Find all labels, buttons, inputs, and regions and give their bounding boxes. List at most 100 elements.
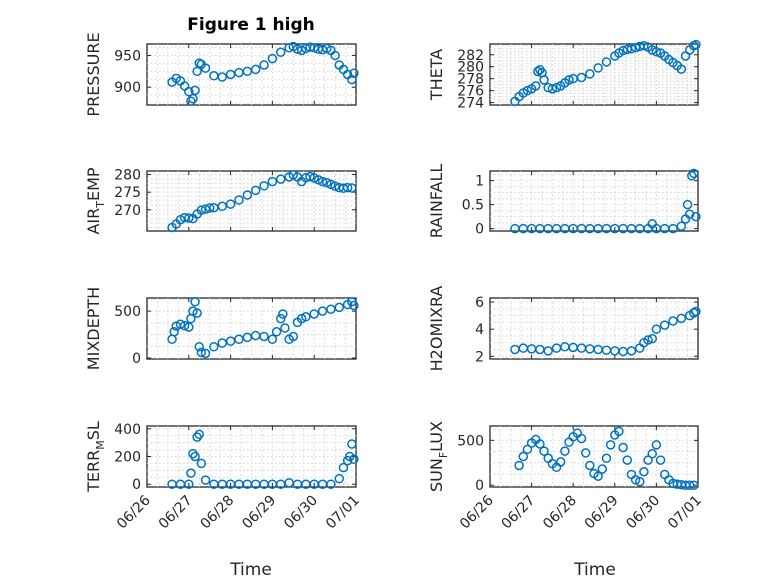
data-point — [622, 455, 633, 465]
x-axis-label-left: Time — [229, 560, 272, 580]
data-point — [676, 221, 687, 231]
data-point — [651, 440, 662, 450]
x-tick-label: 07/01 — [323, 493, 363, 533]
data-point — [184, 479, 194, 489]
data-point — [689, 480, 699, 490]
x-axis-label-right: Time — [573, 560, 616, 580]
data-point — [691, 39, 701, 50]
air-temp-y-axis-label: AIRTEMP — [84, 167, 107, 234]
y-tick-label: 282 — [457, 48, 484, 64]
data-point — [597, 464, 608, 474]
y-tick-label: 6 — [475, 295, 484, 311]
data-point — [309, 309, 319, 319]
data-point — [564, 75, 574, 85]
data-point — [186, 96, 196, 106]
data-point — [225, 69, 236, 80]
data-point — [689, 168, 699, 179]
y-tick-label: 950 — [114, 48, 141, 64]
data-point — [192, 432, 202, 442]
data-point — [668, 223, 678, 234]
subplot-terr-msl: 0 200 400 TERRMSL — [84, 421, 359, 493]
data-point — [539, 446, 549, 456]
data-point — [691, 211, 701, 222]
x-tick-label: 06/28 — [198, 493, 238, 533]
data-point — [535, 439, 545, 449]
data-point — [334, 302, 345, 313]
y-tick-label: 274 — [457, 96, 484, 112]
data-point — [531, 81, 541, 91]
data-point — [190, 85, 200, 96]
data-point — [585, 460, 595, 471]
data-point — [347, 183, 357, 193]
y-tick-label: 0 — [132, 351, 141, 367]
y-tick-label: 500 — [457, 433, 484, 449]
data-point — [250, 185, 261, 196]
data-point — [259, 181, 269, 191]
data-point — [601, 57, 612, 67]
y-tick-label: 0 — [132, 477, 141, 493]
data-point — [317, 176, 328, 187]
x-tick-label: 06/30 — [281, 493, 321, 533]
data-point — [192, 308, 202, 318]
data-point — [618, 442, 628, 453]
h2omixra-y-axis-label: H2OMIXRA — [427, 286, 446, 372]
data-point — [543, 346, 553, 356]
data-point — [639, 41, 649, 51]
x-tick-label: 07/01 — [665, 493, 705, 533]
data-point — [276, 313, 286, 324]
data-point — [190, 451, 200, 462]
data-point — [684, 480, 695, 490]
y-tick-label: 500 — [114, 304, 141, 320]
data-point — [593, 471, 603, 481]
data-point — [200, 475, 211, 485]
y-tick-label: 2 — [475, 349, 484, 365]
sun-flux-y-axis-label: SUNFLUX — [427, 421, 450, 492]
theta-y-axis-label: THETA — [427, 49, 446, 101]
subplot-h2omixra: 2 4 6 H2OMIXRA — [427, 286, 701, 372]
data-point — [655, 455, 666, 465]
data-point — [605, 440, 616, 450]
x-tick-label: 06/29 — [239, 493, 279, 533]
data-point — [179, 320, 190, 331]
data-point — [184, 86, 194, 97]
data-point — [194, 342, 204, 352]
data-point — [643, 335, 653, 345]
data-point — [585, 69, 595, 79]
y-tick-label: 4 — [475, 322, 484, 338]
rainfall-y-axis-label: RAINFALL — [427, 164, 446, 239]
data-point — [576, 433, 587, 444]
data-point — [301, 312, 311, 322]
data-point — [614, 426, 624, 437]
data-point — [687, 171, 697, 181]
subplot-rainfall: 0 0.5 1 RAINFALL — [427, 164, 701, 239]
data-point — [349, 300, 359, 311]
y-tick-label: 0 — [475, 222, 484, 238]
subplot-pressure: 900 950 PRESSURE — [84, 32, 359, 117]
data-point — [533, 66, 543, 77]
data-point — [309, 43, 319, 53]
y-tick-label: 200 — [114, 450, 141, 466]
data-point — [188, 448, 198, 459]
data-point — [514, 460, 524, 471]
data-point — [647, 333, 657, 344]
subplot-mixdepth: 0 500 MIXDEPTH — [84, 287, 359, 370]
data-point — [259, 331, 269, 342]
data-point — [288, 331, 299, 342]
subplot-sun-flux: 0 500 SUNFLUX — [427, 421, 699, 494]
data-point — [276, 47, 286, 58]
data-point — [593, 63, 603, 73]
x-tick-label: 06/27 — [156, 493, 196, 533]
data-point — [200, 63, 211, 73]
data-point — [217, 201, 227, 212]
data-point — [349, 68, 359, 78]
data-point — [194, 429, 204, 440]
data-point — [196, 205, 207, 215]
data-point — [347, 74, 357, 85]
data-point — [225, 199, 236, 209]
x-tick-label: 06/30 — [623, 493, 663, 533]
data-point — [267, 53, 278, 64]
data-point — [676, 64, 687, 74]
data-point — [639, 467, 649, 477]
